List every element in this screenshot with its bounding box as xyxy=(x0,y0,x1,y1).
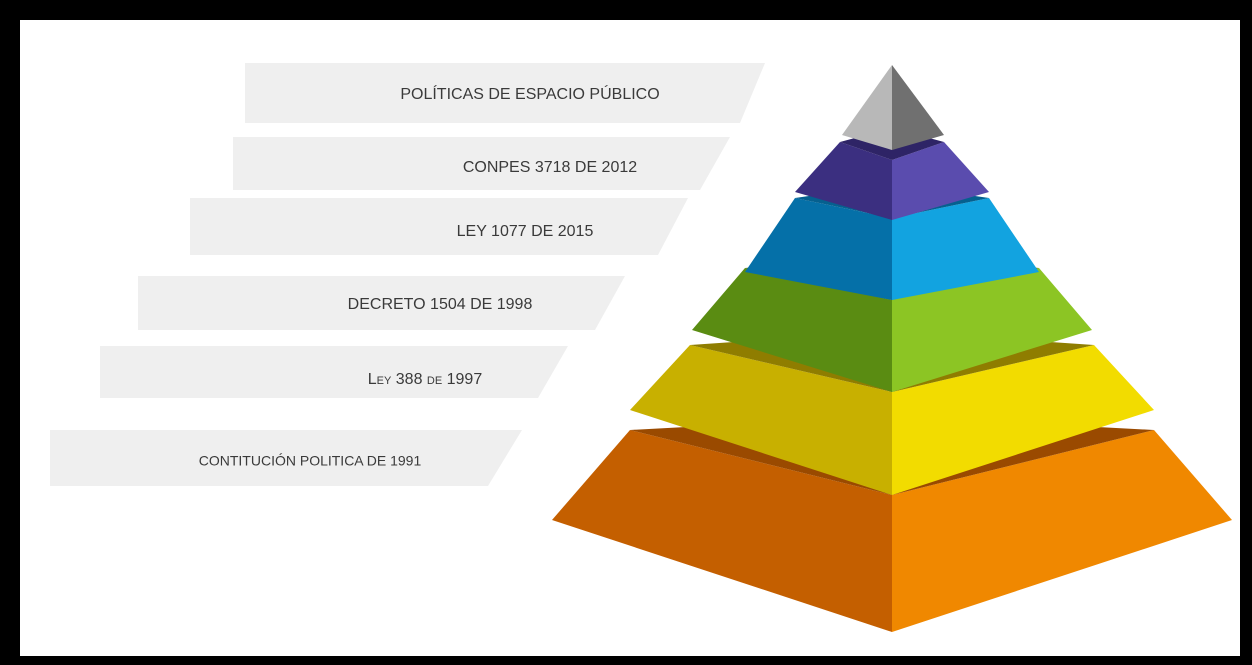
level-label: CONPES 3718 DE 2012 xyxy=(463,159,637,176)
level-label: POLÍTICAS DE ESPACIO PÚBLICO xyxy=(400,84,659,103)
level-label: Ley 388 de 1997 xyxy=(368,371,483,388)
level-label: CONTITUCIÓN POLITICA DE 1991 xyxy=(199,453,422,469)
level-label: LEY 1077 DE 2015 xyxy=(457,223,594,240)
level-label: DECRETO 1504 DE 1998 xyxy=(348,296,533,313)
page: POLÍTICAS DE ESPACIO PÚBLICO CONPES 3718… xyxy=(0,0,1252,665)
label-banner xyxy=(100,346,568,398)
label-banner xyxy=(190,198,688,255)
diagram: POLÍTICAS DE ESPACIO PÚBLICO CONPES 3718… xyxy=(0,0,1252,665)
